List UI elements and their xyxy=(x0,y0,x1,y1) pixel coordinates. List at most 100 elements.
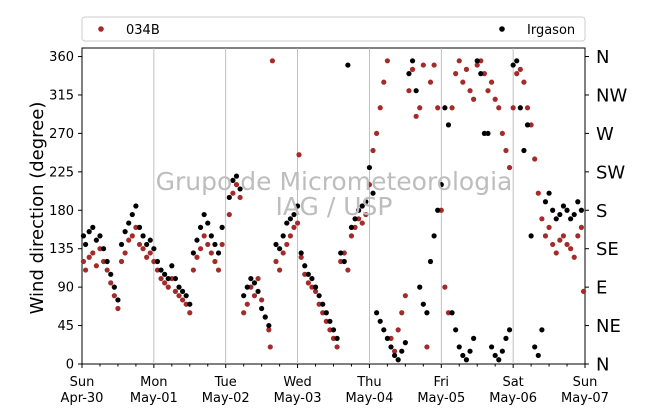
x-tick-label-date: May-05 xyxy=(417,391,465,406)
data-point xyxy=(402,340,408,346)
data-point xyxy=(100,246,107,252)
data-point xyxy=(129,233,135,239)
data-point xyxy=(144,241,150,248)
data-point xyxy=(564,207,570,213)
data-point xyxy=(244,284,250,290)
data-point xyxy=(363,211,369,218)
data-point xyxy=(539,327,545,333)
data-point xyxy=(169,275,175,282)
data-point xyxy=(456,58,462,64)
data-point xyxy=(151,258,157,265)
y-axis-ticks: 0 45 90 135 180 225 270 315 360 xyxy=(49,50,82,373)
data-point xyxy=(180,297,186,303)
data-point xyxy=(499,348,505,354)
data-point xyxy=(309,275,315,282)
data-point xyxy=(417,105,423,111)
legend-label-irgason: Irgason xyxy=(527,23,575,38)
data-point xyxy=(578,207,585,213)
data-point xyxy=(111,284,117,290)
data-point xyxy=(266,322,272,329)
data-point xyxy=(449,105,455,111)
data-point xyxy=(474,62,480,68)
data-point xyxy=(266,327,272,333)
data-point xyxy=(366,182,373,188)
data-point xyxy=(82,241,89,248)
data-point xyxy=(284,241,290,248)
y-tick-label: 360 xyxy=(49,50,74,65)
data-point xyxy=(122,229,128,235)
data-point xyxy=(215,267,222,273)
data-point xyxy=(481,71,487,77)
data-point xyxy=(158,275,164,282)
data-point xyxy=(273,258,279,265)
data-point xyxy=(334,335,340,341)
compass-label: NE xyxy=(596,316,621,337)
data-point xyxy=(524,122,531,128)
data-point xyxy=(108,271,114,277)
data-point xyxy=(140,233,146,239)
data-point xyxy=(420,301,426,307)
plot-area xyxy=(81,47,586,365)
data-point xyxy=(438,182,444,188)
data-point xyxy=(129,211,135,218)
data-point xyxy=(284,220,290,226)
y-tick-label: 270 xyxy=(49,127,74,142)
data-point xyxy=(528,122,534,128)
y-tick-label: 225 xyxy=(49,165,74,180)
data-point xyxy=(154,258,161,265)
data-point xyxy=(471,96,477,102)
data-point xyxy=(244,301,250,307)
data-point xyxy=(154,267,161,273)
data-point xyxy=(294,203,301,209)
compass-label: S xyxy=(596,201,607,222)
data-point xyxy=(251,293,258,299)
data-point xyxy=(467,348,473,354)
data-point xyxy=(366,164,373,171)
data-point xyxy=(420,62,426,68)
data-point xyxy=(546,224,552,230)
data-point xyxy=(553,250,559,256)
x-grid xyxy=(153,48,514,364)
data-point xyxy=(320,310,326,316)
data-point xyxy=(377,105,383,111)
data-point xyxy=(291,224,297,230)
data-point xyxy=(453,327,459,333)
data-point xyxy=(136,224,143,230)
data-point xyxy=(176,293,182,299)
data-point xyxy=(568,216,574,222)
data-point xyxy=(514,71,520,77)
data-point xyxy=(118,241,125,248)
data-point xyxy=(542,199,549,205)
data-point xyxy=(370,190,376,196)
data-point xyxy=(97,233,103,239)
data-point xyxy=(345,267,351,273)
data-point xyxy=(302,271,308,277)
x-tick-label-date: Apr-30 xyxy=(61,391,104,406)
data-point xyxy=(435,105,441,111)
data-point xyxy=(126,220,132,226)
data-point xyxy=(316,301,322,307)
data-point xyxy=(417,284,423,290)
data-point xyxy=(259,305,265,312)
data-point xyxy=(359,203,365,209)
data-point xyxy=(352,216,358,222)
data-point xyxy=(348,233,355,239)
data-point xyxy=(309,284,315,290)
legend-marker-034B xyxy=(98,26,104,32)
data-point xyxy=(539,216,545,222)
data-point xyxy=(147,237,153,243)
data-point xyxy=(384,58,390,64)
data-point xyxy=(205,241,211,248)
data-point xyxy=(323,318,329,324)
compass-label: N xyxy=(596,355,609,376)
compass-label: SE xyxy=(596,239,619,260)
data-point xyxy=(442,105,448,111)
data-point xyxy=(183,301,189,307)
data-point xyxy=(341,250,347,256)
data-point xyxy=(269,58,276,64)
data-point xyxy=(488,344,495,350)
data-point xyxy=(575,233,581,239)
x-tick-label-date: May-04 xyxy=(345,391,393,406)
compass-label: NW xyxy=(596,85,627,106)
